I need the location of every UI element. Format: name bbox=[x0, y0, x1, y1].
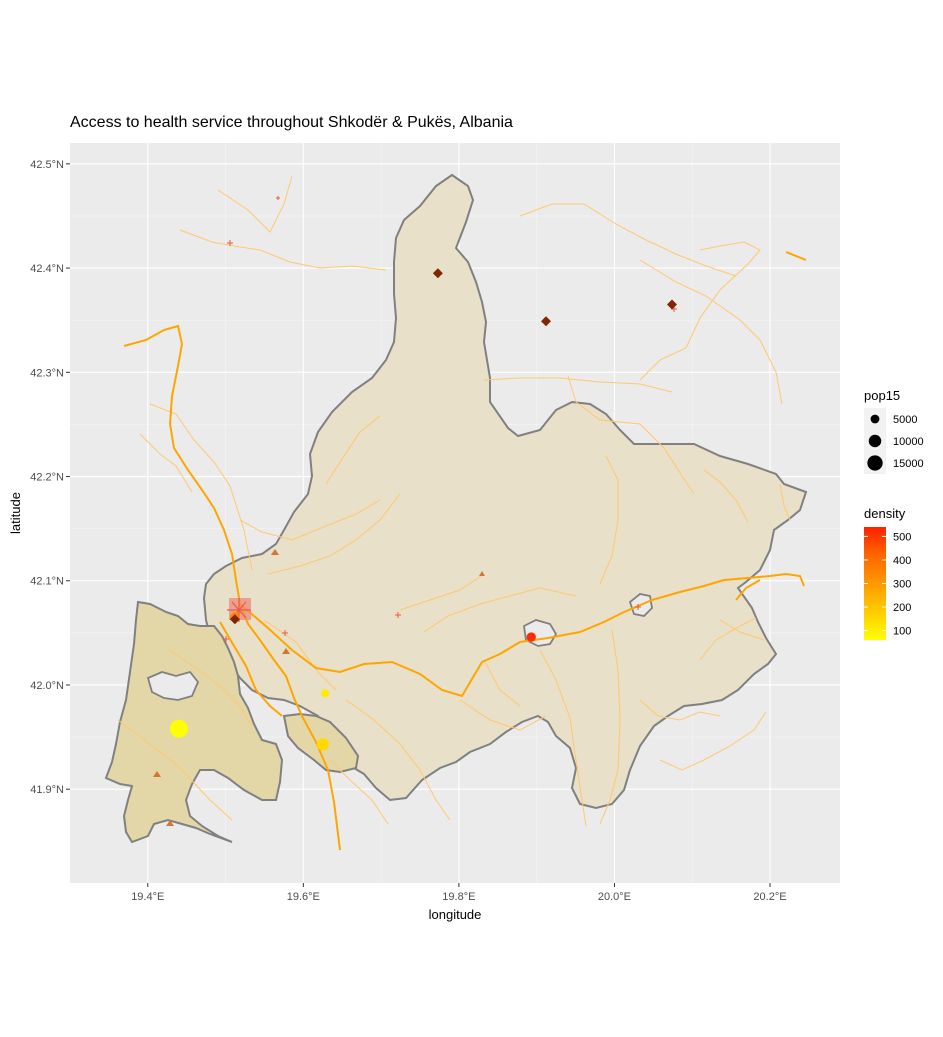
x-tick-label: 20.0°E bbox=[598, 891, 631, 903]
legend-density-title: density bbox=[864, 506, 906, 521]
health-facility-marker bbox=[667, 299, 677, 310]
plus-marker bbox=[276, 196, 280, 200]
legend-key-label: 15000 bbox=[893, 458, 924, 470]
chart-title: Access to health service throughout Shko… bbox=[70, 114, 513, 131]
legend-key-symbol bbox=[868, 434, 882, 448]
y-tick-label: 42.4°N bbox=[30, 263, 64, 275]
legend-key-symbol bbox=[870, 414, 880, 424]
colorbar-label: 300 bbox=[893, 579, 911, 591]
roads-minor bbox=[117, 175, 791, 827]
triangle-marker bbox=[479, 571, 485, 576]
legend-density-labels: 500 400 300 200 100 bbox=[864, 531, 911, 638]
lake-island bbox=[146, 670, 200, 701]
y-axis: 41.9°N 42.0°N 42.1°N 42.2°N 42.3°N 42.4°N 42.5… bbox=[30, 159, 70, 796]
x-tick-label: 19.4°E bbox=[131, 891, 164, 903]
population-point bbox=[526, 632, 536, 642]
population-point bbox=[169, 719, 188, 738]
plus-marker bbox=[223, 636, 229, 642]
health-facility-marker bbox=[541, 316, 551, 327]
legend-key-label: 5000 bbox=[893, 414, 917, 426]
colorbar-label: 400 bbox=[893, 555, 911, 567]
legend-pop15-keys: 5000 10000 15000 bbox=[864, 408, 924, 474]
density-colorbar bbox=[864, 527, 886, 640]
legend-pop15-title: pop15 bbox=[864, 388, 900, 403]
colorbar-label: 200 bbox=[893, 602, 911, 614]
plus-marker bbox=[282, 630, 288, 636]
legend-pop15: pop15 5000 10000 15000 bbox=[864, 388, 924, 474]
y-tick-label: 42.3°N bbox=[30, 367, 64, 379]
y-tick-label: 42.1°N bbox=[30, 576, 64, 588]
health-facility-marker bbox=[229, 614, 240, 625]
legend-density: density 500 400 300 200 100 bbox=[864, 506, 911, 640]
plus-marker bbox=[635, 604, 641, 610]
region-southwest bbox=[104, 600, 284, 844]
plus-marker bbox=[395, 612, 401, 618]
colorbar-label: 500 bbox=[893, 531, 911, 543]
population-point bbox=[316, 738, 329, 751]
city-cluster-shkoder bbox=[227, 598, 251, 622]
plus-marker bbox=[227, 240, 233, 246]
x-tick-label: 19.8°E bbox=[442, 891, 475, 903]
y-tick-label: 42.5°N bbox=[30, 159, 64, 171]
x-axis: 19.4°E 19.6°E 19.8°E 20.0°E 20.2°E bbox=[131, 883, 787, 903]
x-axis-title: longitude bbox=[429, 907, 482, 922]
region-shkoder-puke bbox=[202, 173, 808, 810]
legend-key-label: 10000 bbox=[893, 436, 924, 448]
y-axis-title: latitude bbox=[8, 492, 23, 534]
x-tick-label: 20.2°E bbox=[753, 891, 786, 903]
triangle-marker bbox=[166, 820, 174, 826]
population-points bbox=[169, 612, 536, 751]
y-tick-label: 41.9°N bbox=[30, 784, 64, 796]
study-region bbox=[104, 173, 808, 844]
triangle-marker bbox=[153, 771, 161, 777]
triangle-marker bbox=[271, 549, 279, 555]
colorbar-label: 100 bbox=[893, 626, 911, 638]
health-facility-marker bbox=[432, 268, 443, 279]
health-facilities bbox=[229, 268, 677, 625]
y-tick-label: 42.0°N bbox=[30, 680, 64, 692]
y-tick-label: 42.2°N bbox=[30, 472, 64, 484]
population-point bbox=[321, 689, 330, 698]
x-tick-label: 19.6°E bbox=[287, 891, 320, 903]
legend-key-symbol bbox=[867, 455, 883, 471]
triangle-marker bbox=[282, 648, 290, 654]
